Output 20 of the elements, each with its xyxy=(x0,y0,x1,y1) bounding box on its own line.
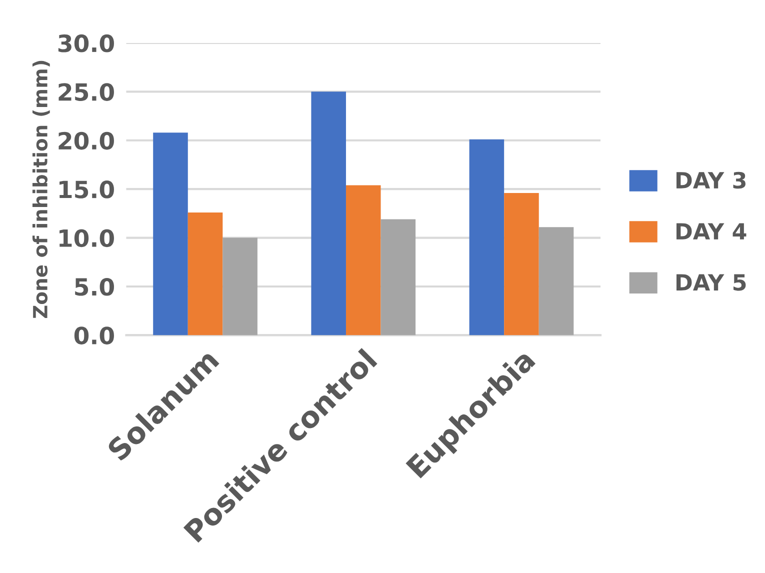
y-tick-label: 15.0 xyxy=(60,180,114,198)
y-tick-label: 10.0 xyxy=(60,229,114,248)
bar xyxy=(153,132,188,336)
bar xyxy=(346,185,381,336)
bar xyxy=(469,139,504,336)
bar xyxy=(380,219,416,336)
y-tick-label: 30.0 xyxy=(58,34,114,52)
bar xyxy=(504,192,539,336)
y-tick-label: 20.0 xyxy=(58,132,114,150)
bar xyxy=(311,92,346,336)
legend-label: DAY 3 xyxy=(676,172,746,189)
legend-label: DAY 5 xyxy=(676,274,746,291)
y-axis-title: Zone of inhibition (mm) xyxy=(32,60,50,318)
legend-label: DAY 4 xyxy=(676,223,746,240)
bar xyxy=(538,227,574,336)
y-tick-label: 0.0 xyxy=(74,326,114,345)
y-tick-label: 25.0 xyxy=(58,83,114,101)
bar xyxy=(222,238,258,336)
y-tick-label: 5.0 xyxy=(75,278,114,296)
bar xyxy=(188,212,223,336)
